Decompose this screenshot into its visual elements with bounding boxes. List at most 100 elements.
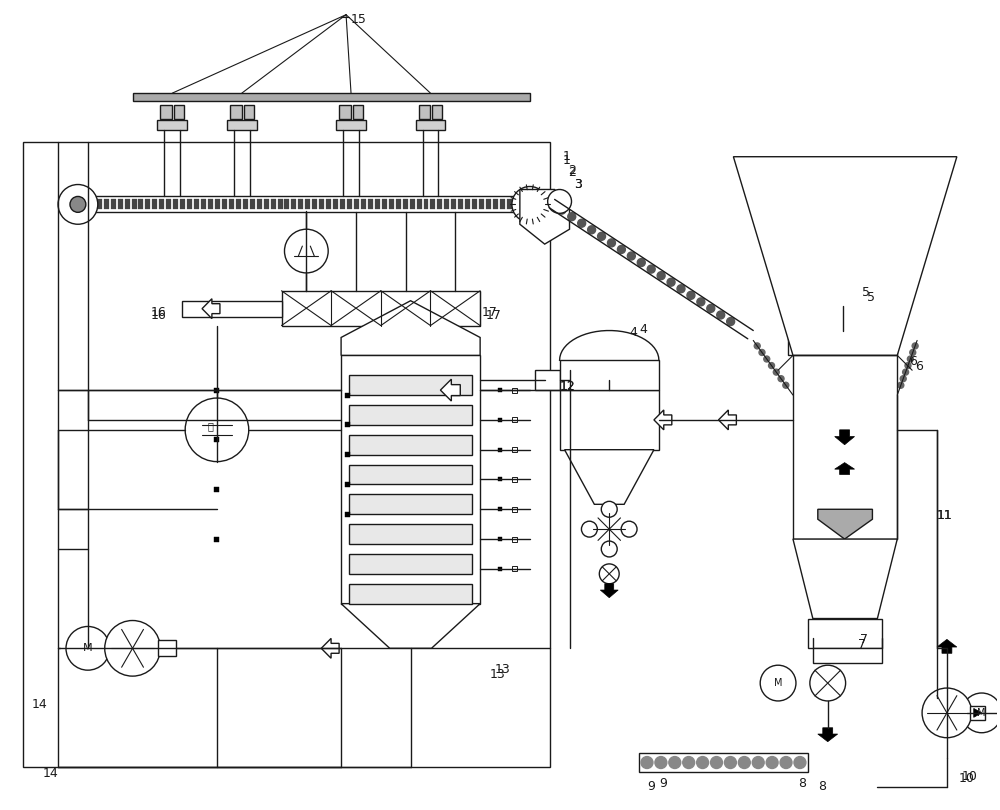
Text: 14: 14 xyxy=(31,698,47,711)
Circle shape xyxy=(655,757,667,769)
Bar xyxy=(257,199,262,209)
Bar xyxy=(214,487,219,492)
Circle shape xyxy=(617,245,625,254)
Bar xyxy=(368,199,373,209)
Bar xyxy=(23,142,550,768)
Bar xyxy=(432,105,442,119)
Circle shape xyxy=(512,186,548,222)
Circle shape xyxy=(760,665,796,701)
Polygon shape xyxy=(565,450,654,505)
Text: 4: 4 xyxy=(629,326,637,339)
Bar xyxy=(498,507,502,511)
Text: 5: 5 xyxy=(867,291,875,304)
Bar xyxy=(214,437,219,442)
Circle shape xyxy=(717,311,725,319)
Circle shape xyxy=(962,693,1000,733)
Bar xyxy=(382,199,387,209)
Bar xyxy=(349,584,472,603)
Bar xyxy=(282,291,480,326)
Text: 14: 14 xyxy=(42,768,58,781)
Circle shape xyxy=(58,185,98,224)
Text: 6: 6 xyxy=(909,356,917,369)
Bar xyxy=(514,199,519,209)
Bar xyxy=(229,199,234,209)
Bar xyxy=(354,199,359,209)
Bar xyxy=(339,105,351,119)
Bar xyxy=(215,199,220,209)
Circle shape xyxy=(769,363,775,369)
Polygon shape xyxy=(202,299,220,318)
Circle shape xyxy=(669,757,681,769)
Text: 1: 1 xyxy=(563,154,570,167)
Bar xyxy=(451,199,456,209)
Text: 7: 7 xyxy=(858,638,866,651)
Bar xyxy=(512,417,517,422)
Polygon shape xyxy=(974,709,982,718)
Circle shape xyxy=(907,356,913,362)
Bar xyxy=(340,199,345,209)
Bar xyxy=(486,199,491,209)
Text: 7: 7 xyxy=(860,633,868,646)
Text: 3: 3 xyxy=(574,177,582,190)
Text: 2: 2 xyxy=(569,164,576,177)
Bar xyxy=(174,105,184,119)
Bar xyxy=(788,330,897,356)
Circle shape xyxy=(727,318,735,326)
Circle shape xyxy=(647,265,655,273)
Text: 9: 9 xyxy=(647,780,655,794)
Bar xyxy=(465,199,470,209)
Bar xyxy=(83,199,88,209)
Text: 10: 10 xyxy=(962,770,978,783)
Bar xyxy=(349,554,472,573)
Bar xyxy=(560,360,659,390)
Circle shape xyxy=(677,285,685,292)
Bar xyxy=(500,199,505,209)
Bar xyxy=(396,199,401,209)
Circle shape xyxy=(70,197,86,212)
Bar xyxy=(349,494,472,514)
Bar xyxy=(472,199,477,209)
Circle shape xyxy=(759,349,765,356)
Polygon shape xyxy=(718,410,736,430)
Text: 9: 9 xyxy=(659,778,667,791)
Bar xyxy=(437,199,442,209)
Circle shape xyxy=(738,757,750,769)
Bar xyxy=(104,199,109,209)
Bar xyxy=(90,199,95,209)
Polygon shape xyxy=(341,603,480,648)
Circle shape xyxy=(598,232,606,241)
Text: 8: 8 xyxy=(818,780,826,794)
Text: 12: 12 xyxy=(560,380,575,393)
Bar xyxy=(417,199,422,209)
Bar xyxy=(493,199,498,209)
Polygon shape xyxy=(835,463,855,475)
Bar xyxy=(111,199,116,209)
Polygon shape xyxy=(937,639,957,654)
Text: 8: 8 xyxy=(798,778,806,791)
Bar xyxy=(187,199,192,209)
Circle shape xyxy=(667,279,675,286)
Bar xyxy=(528,199,533,209)
Bar xyxy=(271,199,276,209)
Text: 1: 1 xyxy=(563,150,570,163)
Polygon shape xyxy=(793,539,897,619)
Polygon shape xyxy=(654,410,672,430)
Bar xyxy=(250,199,255,209)
Circle shape xyxy=(773,369,779,375)
Circle shape xyxy=(766,757,778,769)
Circle shape xyxy=(697,298,705,306)
Circle shape xyxy=(794,757,806,769)
Text: 16: 16 xyxy=(150,305,166,318)
Bar xyxy=(498,418,502,422)
Circle shape xyxy=(912,343,918,349)
Text: 5: 5 xyxy=(862,286,870,299)
Bar xyxy=(194,199,199,209)
Bar xyxy=(132,199,137,209)
Bar xyxy=(333,199,338,209)
Bar xyxy=(264,199,269,209)
Bar xyxy=(173,199,178,209)
Bar xyxy=(349,375,472,395)
Bar xyxy=(521,199,526,209)
Bar xyxy=(345,393,350,398)
Bar xyxy=(444,199,449,209)
